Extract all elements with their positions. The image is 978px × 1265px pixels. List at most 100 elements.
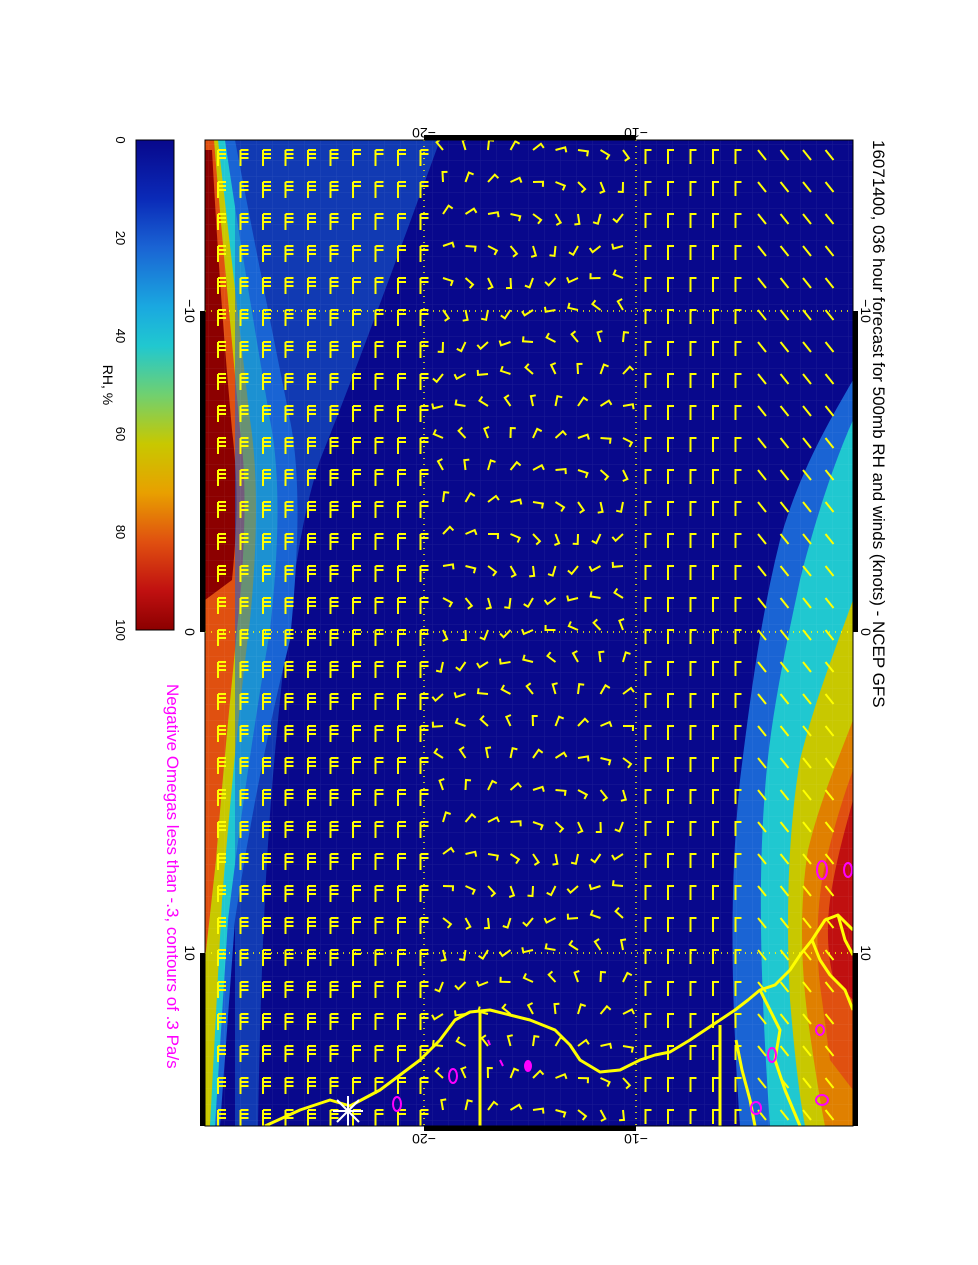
wind-barb-icon — [431, 693, 444, 703]
top-tick-minus20: −20 — [412, 125, 436, 141]
wind-barb-icon — [217, 1077, 226, 1094]
wind-barb-icon — [617, 181, 624, 194]
wind-barb-icon — [374, 501, 384, 518]
wind-barb-icon — [307, 149, 316, 166]
wind-barb-icon — [419, 949, 429, 966]
wind-barb-icon — [419, 757, 429, 774]
wind-barb-icon — [500, 684, 511, 695]
wind-barb-icon — [262, 469, 271, 486]
figure-subtitle: Negative Omegas less than -.3, contours … — [163, 684, 182, 1069]
wind-barb-icon — [644, 533, 652, 548]
wind-barb-icon — [397, 949, 406, 966]
wind-barb-icon — [510, 176, 523, 183]
wind-barb-icon — [644, 181, 652, 196]
wind-barb-icon — [352, 373, 361, 390]
wind-barb-icon — [454, 399, 466, 407]
wind-barb-icon — [667, 533, 674, 548]
top-tick-minus10: −10 — [624, 125, 648, 141]
wind-barb-icon — [757, 725, 767, 737]
wind-barb-icon — [802, 373, 812, 385]
wind-barb-icon — [522, 654, 534, 663]
wind-barb-icon — [284, 693, 294, 710]
wind-barb-icon — [239, 885, 249, 902]
wind-barb-icon — [307, 821, 316, 838]
wind-barb-icon — [757, 245, 767, 257]
wind-barb-icon — [374, 437, 384, 454]
wind-barb-icon — [532, 180, 545, 187]
wind-barb-icon — [284, 853, 294, 870]
wind-barb-icon — [644, 981, 652, 996]
wind-barb-icon — [419, 245, 429, 262]
wind-barb-icon — [239, 533, 249, 550]
wind-barb-icon — [757, 469, 767, 481]
wind-barb-icon — [667, 309, 674, 324]
wind-barb-icon — [779, 1109, 790, 1121]
wind-barb-icon — [217, 629, 226, 646]
wind-barb-icon — [284, 213, 294, 230]
wind-barb-icon — [352, 917, 361, 934]
wind-barb-icon — [419, 853, 429, 870]
wind-barb-icon — [667, 1077, 674, 1092]
wind-barb-icon — [284, 629, 294, 646]
wind-barb-icon — [374, 1045, 384, 1062]
wind-barb-icon — [532, 501, 545, 509]
wind-barb-icon — [307, 469, 316, 486]
wind-barb-icon — [352, 1045, 361, 1062]
wind-barb-icon — [352, 629, 361, 646]
wind-barb-icon — [397, 725, 406, 742]
wind-barb-icon — [433, 747, 444, 759]
wind-barb-icon — [462, 309, 469, 322]
wind-barb-icon — [397, 1077, 406, 1094]
wind-barb-icon — [498, 340, 511, 347]
wind-barb-icon — [307, 501, 316, 518]
wind-barb-icon — [532, 463, 545, 471]
wind-barb-icon — [547, 565, 557, 577]
wind-barb-icon — [734, 757, 742, 772]
wind-barb-icon — [374, 1109, 384, 1126]
wind-barb-icon — [611, 853, 624, 861]
wind-barb-icon — [284, 405, 294, 422]
wind-barb-icon — [239, 181, 249, 198]
wind-barb-icon — [525, 682, 534, 695]
wind-barb-icon — [329, 789, 339, 806]
wind-barb-icon — [689, 917, 697, 932]
wind-barb-icon — [435, 661, 444, 674]
wind-barb-icon — [802, 693, 812, 705]
wind-barb-icon — [622, 1045, 634, 1053]
wind-barb-icon — [689, 277, 697, 292]
wind-barb-icon — [712, 469, 719, 484]
wind-barb-icon — [779, 309, 790, 321]
wind-barb-icon — [431, 403, 444, 410]
wind-barb-icon — [465, 850, 478, 857]
wind-barb-icon — [307, 629, 316, 646]
wind-barb-icon — [397, 885, 406, 902]
wind-barb-icon — [667, 693, 674, 708]
wind-barb-icon — [532, 427, 543, 439]
wind-barb-icon — [397, 341, 406, 358]
wind-barb-icon — [352, 245, 361, 262]
wind-barb-icon — [352, 501, 361, 518]
wind-barb-icon — [802, 565, 812, 577]
wind-barb-icon — [397, 501, 406, 518]
wind-barb-icon — [522, 972, 534, 983]
wind-barb-icon — [374, 757, 384, 774]
wind-barb-icon — [526, 1002, 534, 1015]
wind-barb-icon — [527, 885, 534, 898]
wind-barb-icon — [352, 853, 361, 870]
wind-barb-icon — [521, 628, 534, 636]
wind-barb-icon — [284, 917, 294, 934]
wind-barb-icon — [434, 1066, 444, 1079]
wind-barb-icon — [440, 949, 447, 962]
wind-barb-icon — [566, 595, 579, 602]
wind-barb-icon — [454, 717, 466, 727]
wind-barb-icon — [374, 149, 384, 166]
wind-barb-icon — [217, 181, 226, 198]
wind-barb-icon — [239, 309, 249, 326]
wind-barb-icon — [239, 629, 249, 646]
wind-barb-icon — [712, 533, 719, 548]
wind-barb-icon — [487, 1100, 499, 1111]
right-tick-0: 0 — [858, 628, 874, 636]
wind-barb-icon — [644, 565, 652, 580]
wind-barb-icon — [307, 565, 316, 582]
